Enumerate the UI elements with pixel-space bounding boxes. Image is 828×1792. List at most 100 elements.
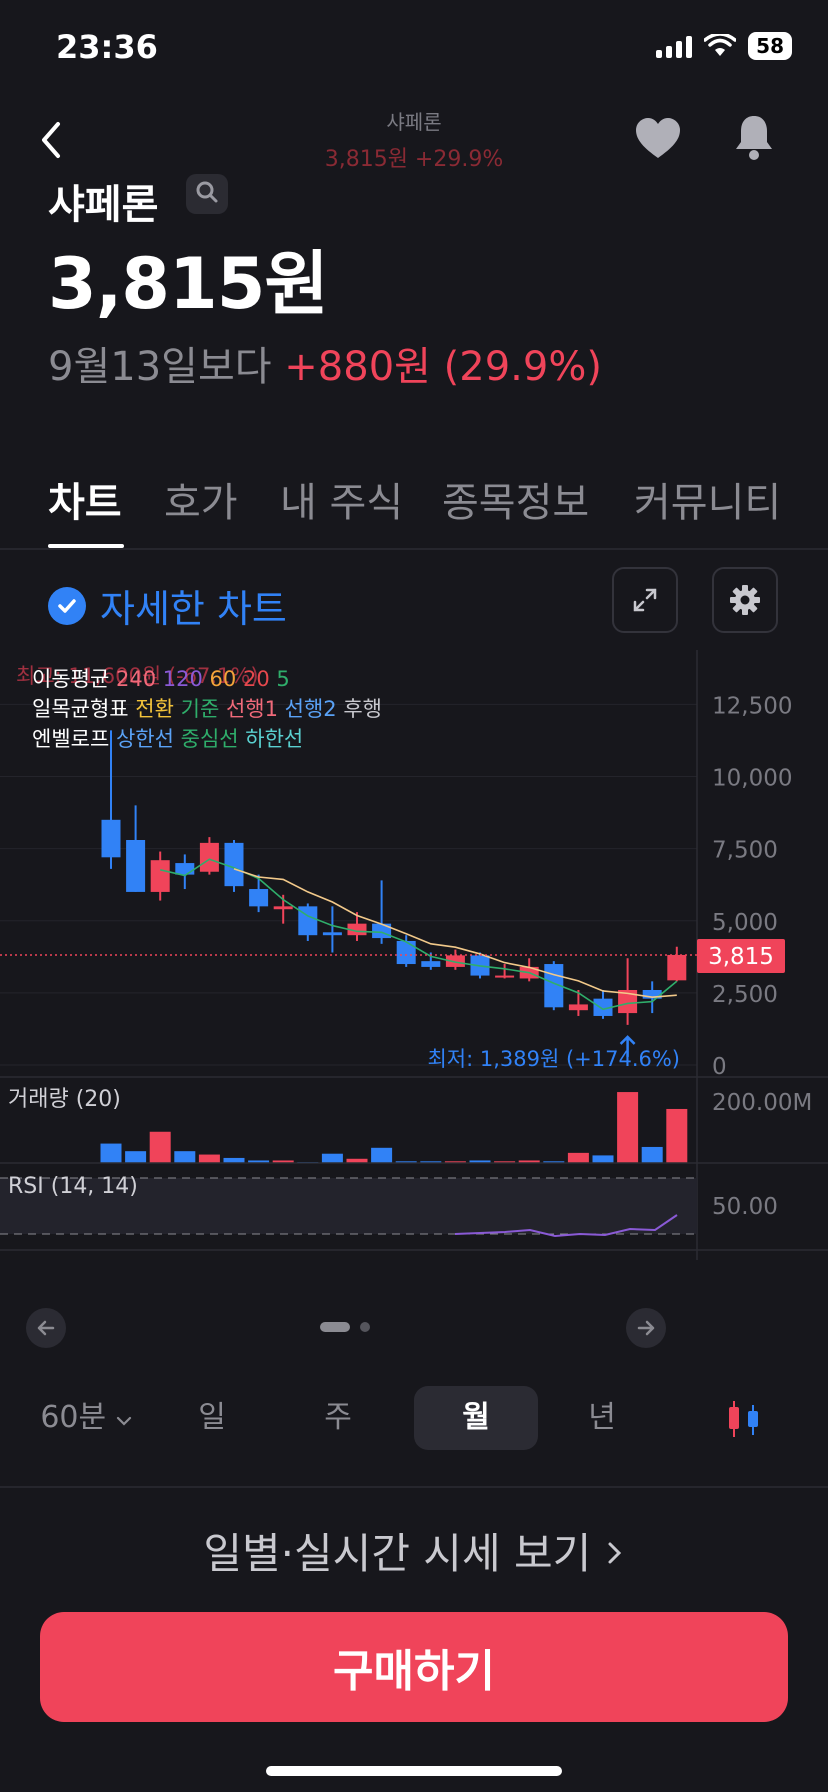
volume-label: 거래량 (20) xyxy=(8,1087,121,1112)
high-label: 최고: 11,600원 (-67.1%) xyxy=(16,664,259,688)
rsi-tick-label: 50.00 xyxy=(712,1194,778,1220)
chart-prev-button[interactable] xyxy=(26,1308,66,1348)
nav-mini-name: 샤페론 xyxy=(386,110,442,134)
candle-body xyxy=(101,819,121,858)
expand-chart-button[interactable] xyxy=(612,567,678,633)
stock-search-button[interactable] xyxy=(186,174,228,214)
volume-bar xyxy=(666,1108,688,1163)
legend-envelope-middle: 중심선 xyxy=(180,727,239,751)
volume-bar xyxy=(494,1161,516,1163)
legend-ichimoku-label: 일목균형표 xyxy=(32,697,129,721)
tab-my-stock[interactable]: 내 주식 xyxy=(280,480,404,526)
candle-body xyxy=(126,840,146,892)
expand-icon xyxy=(633,588,657,612)
buy-button[interactable]: 구매하기 xyxy=(40,1612,788,1722)
stock-tabs: 차트 호가 내 주식 종목정보 커뮤니티 xyxy=(0,470,828,550)
candle-body xyxy=(273,906,293,910)
candle-body xyxy=(175,863,195,875)
volume-bar xyxy=(198,1154,220,1163)
volume-bar xyxy=(617,1092,639,1163)
back-icon[interactable] xyxy=(32,116,72,164)
period-week[interactable]: 주 xyxy=(324,1400,352,1435)
bell-icon[interactable] xyxy=(734,112,774,162)
period-60min-label: 60분 xyxy=(40,1400,107,1435)
candle-body xyxy=(667,954,687,981)
status-time: 23:36 xyxy=(56,28,158,66)
volume-bar xyxy=(100,1143,122,1163)
detail-chart-toggle[interactable]: 자세한 차트 xyxy=(48,578,287,633)
detail-chart-label: 자세한 차트 xyxy=(100,587,287,631)
volume-bar xyxy=(346,1158,368,1163)
volume-bar xyxy=(223,1157,245,1163)
y-tick-label: 12,500 xyxy=(712,693,792,719)
period-selector: 60분 일 주 월 년 xyxy=(24,1386,804,1450)
candle-body xyxy=(544,964,564,1008)
search-icon xyxy=(196,181,218,203)
period-divider xyxy=(0,1486,828,1488)
candle-body xyxy=(445,955,465,967)
candle-body xyxy=(421,961,441,967)
legend-ichimoku-base: 기준 xyxy=(180,697,220,721)
legend-ma-20: 20 xyxy=(242,667,270,691)
volume-bar xyxy=(592,1155,614,1163)
low-arrow xyxy=(619,1035,636,1057)
legend-ma-120: 120 xyxy=(162,667,203,691)
legend-envelope-lower: 하한선 xyxy=(245,727,304,751)
tab-stock-info[interactable]: 종목정보 xyxy=(442,480,590,526)
candle-body xyxy=(495,975,515,978)
legend-ma-5: 5 xyxy=(276,667,290,691)
period-60min[interactable]: 60분 xyxy=(24,1386,148,1450)
legend-ichimoku: 일목균형표 전환 기준 선행1 선행2 후행 xyxy=(32,694,382,724)
rsi-label: RSI (14, 14) xyxy=(8,1174,138,1199)
volume-bar xyxy=(444,1161,466,1163)
pager-dot-active xyxy=(320,1322,350,1332)
ma-line xyxy=(233,868,677,999)
daily-quotes-link[interactable]: 일별·실시간 시세 보기 xyxy=(0,1520,828,1581)
chevron-down-icon xyxy=(116,1416,131,1426)
candle-body xyxy=(593,998,613,1016)
chart-next-button[interactable] xyxy=(626,1308,666,1348)
candle-body xyxy=(224,842,244,887)
signal-icon xyxy=(656,34,693,58)
period-day[interactable]: 일 xyxy=(198,1400,226,1435)
tab-community[interactable]: 커뮤니티 xyxy=(634,480,782,526)
legend-ma-240: 240 xyxy=(115,667,157,691)
chevron-right-icon xyxy=(608,1542,621,1564)
change-value: +880원 (29.9%) xyxy=(284,344,602,390)
tab-orderbook[interactable]: 호가 xyxy=(164,480,238,526)
volume-bar xyxy=(371,1147,393,1163)
arrow-right-icon xyxy=(637,1320,655,1336)
tab-chart[interactable]: 차트 xyxy=(48,480,122,526)
period-year[interactable]: 년 xyxy=(588,1400,616,1435)
daily-quotes-label: 일별·실시간 시세 보기 xyxy=(203,1529,592,1578)
nav-mini-header: 샤페론 3,815원 +29.9% xyxy=(0,106,828,173)
y-tick-label: 10,000 xyxy=(712,766,792,792)
rsi-band xyxy=(0,1178,697,1234)
candle-body xyxy=(372,923,392,939)
chart-type-button[interactable] xyxy=(704,1386,784,1450)
volume-bar xyxy=(248,1160,270,1163)
tabs-divider xyxy=(0,548,828,550)
chart-pager xyxy=(320,1322,370,1332)
candlestick-chart[interactable]: 12,500 10,000 7,500 5,000 2,500 0 3,815 최고: 11,… xyxy=(0,640,828,1260)
legend-envelope-upper: 상한선 xyxy=(115,727,174,751)
chart-settings-button[interactable] xyxy=(712,567,778,633)
legend-ma-60: 60 xyxy=(209,667,237,691)
volume-bar xyxy=(272,1160,294,1163)
tab-underline xyxy=(48,544,124,548)
home-indicator xyxy=(266,1766,562,1776)
gear-icon xyxy=(730,585,760,615)
heart-icon[interactable] xyxy=(634,116,682,160)
candle-body xyxy=(347,923,367,936)
volume-bar xyxy=(125,1151,147,1163)
pager-dot xyxy=(360,1322,370,1332)
legend-ma: 이동평균 240 120 60 20 5 xyxy=(32,664,382,694)
low-label: 최저: 1,389원 (+174.6%) xyxy=(427,1047,680,1071)
period-month[interactable]: 월 xyxy=(414,1386,538,1450)
legend-ma-label: 이동평균 xyxy=(32,667,110,691)
legend-ichimoku-lag: 후행 xyxy=(343,697,382,721)
candlestick-icon xyxy=(729,1400,758,1437)
rsi-line xyxy=(454,1214,678,1238)
y-tick-label: 7,500 xyxy=(712,838,778,864)
stock-name: 샤페론 xyxy=(48,182,159,228)
